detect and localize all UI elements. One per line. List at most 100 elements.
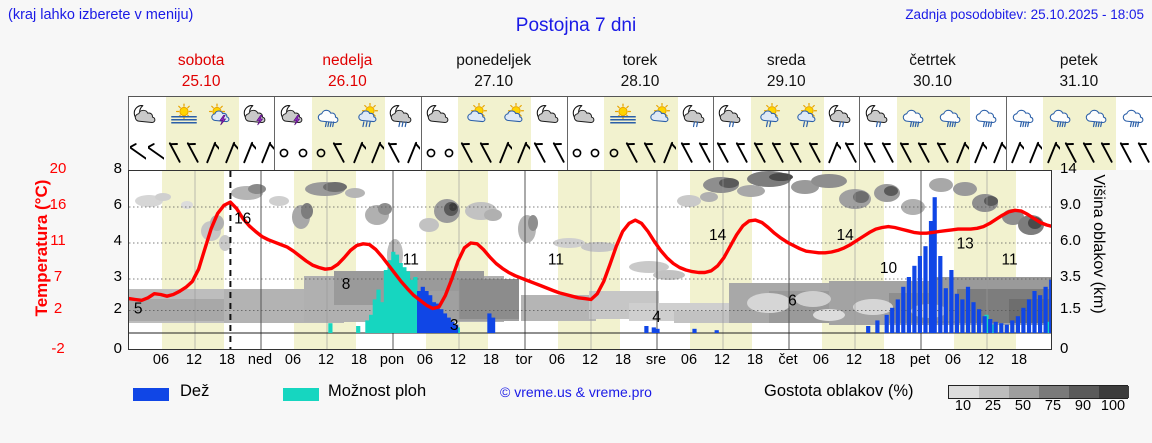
- hour-tick-label: 18: [878, 352, 896, 368]
- icon-day-cell: [859, 97, 1005, 139]
- day-date: 31.10: [1059, 73, 1099, 90]
- wind-barb: [458, 138, 477, 170]
- day-header-ponedeljek: ponedeljek 27.10: [421, 50, 567, 94]
- icon-day-cell: [274, 97, 420, 139]
- wind-barb: [165, 138, 184, 170]
- wind-day-cell: [566, 138, 714, 170]
- icon-day-cell: [1005, 97, 1152, 139]
- weather-icon-night-drizzle: [678, 97, 715, 139]
- weather-icon-row: [128, 96, 1152, 139]
- wind-barb: [622, 138, 641, 170]
- wind-barb: [860, 138, 878, 170]
- precipitation-tick: 4: [113, 232, 122, 249]
- wind-barb: [476, 138, 495, 170]
- temperature-annotation: 10: [880, 260, 898, 277]
- hour-tick-label: 12: [845, 352, 863, 368]
- cloud-density-tick: 25: [984, 398, 1002, 414]
- wind-barb: [330, 138, 349, 170]
- day-name: petek: [1059, 52, 1098, 69]
- cloud-density-tick: 100: [1100, 398, 1126, 414]
- wind-barb: [494, 138, 513, 170]
- weather-icon-night-drizzle: [860, 97, 897, 139]
- weather-icon-sun-cloudy: [640, 97, 678, 139]
- wind-barb: [512, 138, 532, 170]
- hour-tick-label: 12: [317, 352, 335, 368]
- copyright-label: © vreme.us & vreme.pro: [500, 384, 652, 400]
- wind-barb: [550, 138, 568, 170]
- temperature-annotation: 4: [652, 309, 661, 326]
- weather-icon-night-cloudy: [422, 97, 459, 139]
- hour-tick-label: 12: [977, 352, 995, 368]
- wind-barb: [294, 138, 312, 170]
- hour-tick-label: 18: [614, 352, 632, 368]
- hour-tick-label: pet: [909, 352, 931, 368]
- legend-label-showers: Možnost ploh: [328, 382, 427, 400]
- temperature-tick: 11: [50, 232, 66, 249]
- wind-barb: [202, 138, 221, 170]
- page-title: Postojna 7 dni: [515, 15, 637, 36]
- day-name: sreda: [766, 52, 806, 69]
- wind-barb: [366, 138, 385, 170]
- wind-barb: [1043, 138, 1062, 170]
- day-date: 29.10: [766, 73, 806, 90]
- hour-tick-label: 06: [152, 352, 170, 368]
- hour-tick-label: tor: [515, 352, 533, 368]
- weather-icon-sun-drizzle: [750, 97, 788, 139]
- temperature-annotation: 11: [1002, 252, 1018, 269]
- wind-barb: [146, 138, 166, 170]
- temperature-annotation: 16: [234, 211, 251, 228]
- legend-swatch-rain: [133, 388, 169, 401]
- wind-day-cell: [128, 138, 276, 170]
- wind-barb: [183, 138, 203, 170]
- wind-day-cell: [1005, 138, 1152, 170]
- hour-tick-label: 12: [713, 352, 731, 368]
- wind-barb: [1025, 138, 1044, 170]
- wind-barb: [750, 138, 769, 170]
- day-name: nedelja: [322, 52, 373, 69]
- cloud-density-segment: [1039, 386, 1069, 398]
- wind-barb: [348, 138, 367, 170]
- temperature-annotation: 5: [134, 301, 143, 318]
- wind-barb: [696, 138, 714, 170]
- wind-barb: [440, 138, 458, 170]
- day-header-petek: petek 31.10: [1006, 50, 1152, 94]
- wind-barb: [714, 138, 732, 170]
- weather-icon-sun-drizzle: [787, 97, 824, 139]
- wind-barb-row: [128, 138, 1152, 170]
- temperature-annotation: 14: [709, 227, 727, 244]
- weather-icon-cloud-rain: [970, 97, 1007, 139]
- temperature-annotation: 6: [788, 293, 797, 310]
- wind-barb: [933, 138, 952, 170]
- day-date: 30.10: [913, 73, 952, 90]
- wind-barb: [257, 138, 276, 170]
- day-date: 25.10: [181, 73, 221, 90]
- hour-tick-label: 12: [581, 352, 599, 368]
- icon-day-cell: [128, 97, 274, 139]
- day-name: torek: [622, 52, 658, 69]
- last-update-label: Zadnja posodobitev: 25.10.2025 - 18:05: [905, 7, 1144, 22]
- weather-icon-sun-cloudy: [494, 97, 532, 139]
- showers-bars: [328, 251, 1051, 333]
- wind-barb: [842, 138, 860, 170]
- temperature-tick: 7: [53, 268, 63, 285]
- temperature-line: [129, 200, 1051, 311]
- day-date: 26.10: [328, 73, 367, 90]
- wind-barb: [220, 138, 239, 170]
- wind-barb: [1116, 138, 1134, 170]
- day-header-torek: torek 28.10: [567, 50, 713, 94]
- wind-barb: [879, 138, 897, 170]
- wind-barb: [275, 138, 293, 170]
- wind-barb: [604, 138, 623, 170]
- hour-tick-label: 18: [1010, 352, 1028, 368]
- wind-day-cell: [859, 138, 1007, 170]
- weather-icon-cloud-rain: [311, 97, 349, 139]
- location-hint: (kraj lahko izberete v meniju): [8, 7, 194, 23]
- temperature-annotation: 14: [836, 227, 854, 244]
- temperature-annotation: 3: [450, 317, 459, 334]
- wind-barb: [1079, 138, 1099, 170]
- cloud-density-tick: 50: [1014, 398, 1032, 414]
- weather-icon-cloud-rain: [1043, 97, 1080, 139]
- wind-barb: [586, 138, 604, 170]
- wind-day-cell: [713, 138, 859, 170]
